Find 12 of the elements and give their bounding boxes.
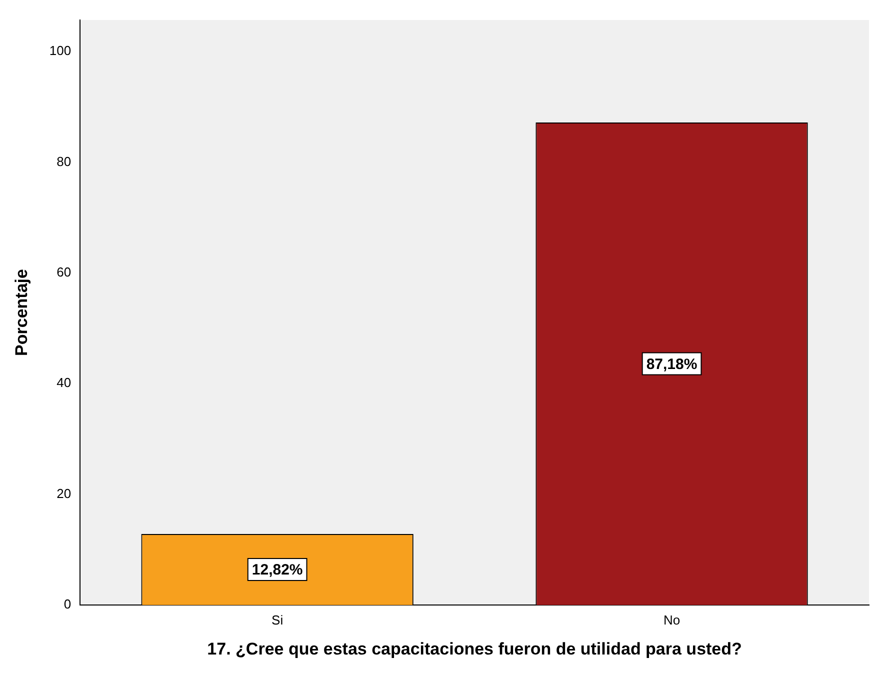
x-axis-title: 17. ¿Cree que estas capacitaciones fueron de utilidad para usted? xyxy=(207,639,742,658)
data-label: 87,18% xyxy=(646,356,698,373)
y-tick-label: 60 xyxy=(56,264,72,280)
y-axis-title: Porcentaje xyxy=(12,269,31,356)
x-tick-label: Si xyxy=(272,612,284,628)
y-tick-label: 20 xyxy=(56,486,72,501)
x-tick-label: No xyxy=(663,612,680,628)
y-tick-label: 40 xyxy=(56,375,72,390)
y-tick-label: 100 xyxy=(49,43,72,58)
y-tick-label: 0 xyxy=(64,596,72,612)
data-label: 12,82% xyxy=(252,562,303,579)
y-tick-label: 80 xyxy=(56,154,72,169)
